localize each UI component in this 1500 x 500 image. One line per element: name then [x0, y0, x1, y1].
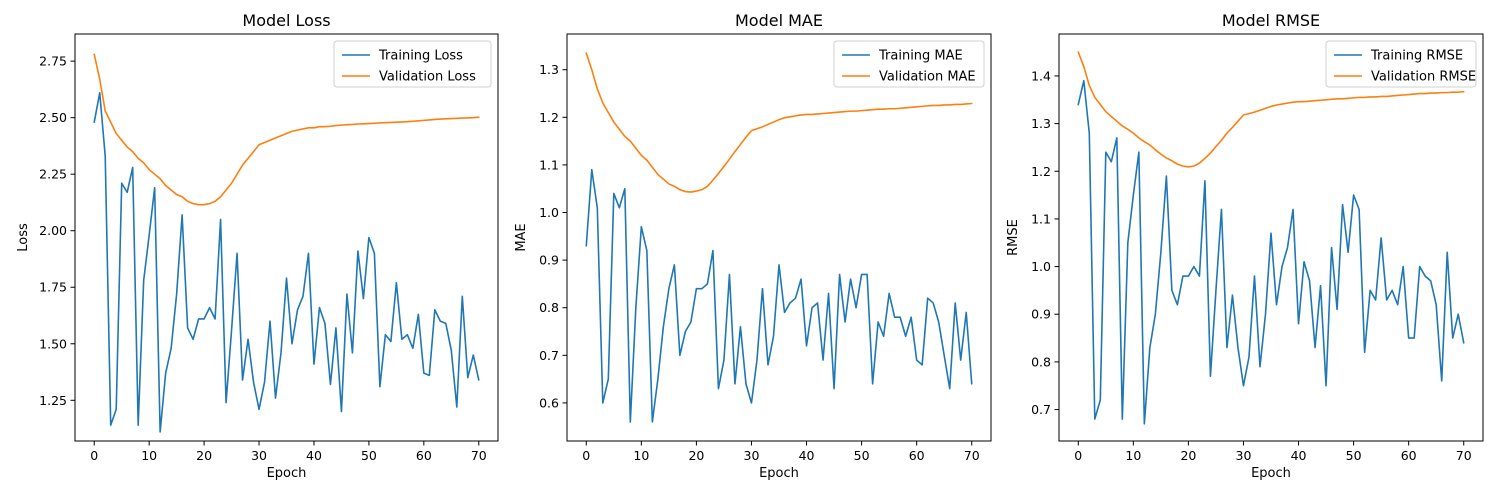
x-tick-label: 10 [633, 448, 649, 463]
y-tick-label: 0.9 [1031, 307, 1051, 322]
y-tick-label: 1.25 [39, 393, 67, 408]
legend-box [833, 40, 985, 88]
chart-mae: Model MAE 0 10 20 30 40 50 60 70 0.6 0.7 0.8 0.9 1.0 1… [514, 11, 992, 481]
x-axis-label: Epoch [1251, 466, 1291, 481]
validation-rmse-line [1077, 51, 1465, 168]
y-axis-label: Loss [16, 223, 31, 252]
x-tick-label: 50 [854, 448, 870, 463]
x-tick-label: 50 [361, 448, 377, 463]
y-tick-label: 1.3 [1031, 116, 1051, 131]
legend-box [333, 40, 492, 88]
y-tick-label: 1.3 [539, 62, 559, 77]
y-tick-label: 1.2 [539, 110, 559, 125]
legend-label: Validation RMSE [1371, 70, 1476, 85]
x-axis-label: Epoch [759, 466, 799, 481]
legend-label: Training RMSE [1370, 49, 1463, 64]
y-tick-label: 1.1 [539, 157, 559, 172]
legend-label: Training Loss [378, 49, 463, 64]
y-tick-label: 0.7 [1031, 402, 1051, 417]
x-axis-label: Epoch [267, 466, 307, 481]
x-tick-label: 0 [582, 448, 590, 463]
legend-label: Validation MAE [879, 70, 976, 85]
x-tick-label: 70 [964, 448, 980, 463]
y-tick-label: 1.75 [39, 280, 67, 295]
y-tick-label: 1.50 [39, 336, 67, 351]
plot-frame [1058, 33, 1484, 442]
y-tick-label: 1.1 [1031, 211, 1051, 226]
y-tick-label: 1.0 [1031, 259, 1051, 274]
y-tick-label: 0.8 [1031, 354, 1051, 369]
x-tick-label: 20 [196, 448, 212, 463]
validation-mae-line [585, 52, 973, 193]
y-axis-label: MAE [514, 223, 529, 251]
x-tick-label: 30 [251, 448, 267, 463]
y-tick-label: 1.0 [539, 205, 559, 220]
y-tick-label: 0.8 [539, 300, 559, 315]
x-tick-label: 30 [1236, 448, 1252, 463]
legend: Training RMSE Validation RMSE [1325, 40, 1477, 88]
x-tick-label: 10 [1125, 448, 1141, 463]
x-tick-label: 20 [688, 448, 704, 463]
x-tick-label: 70 [471, 448, 487, 463]
legend-label: Validation Loss [379, 70, 476, 85]
x-tick-label: 50 [1346, 448, 1362, 463]
plot-frame [74, 33, 499, 442]
y-tick-label: 2.25 [39, 167, 67, 182]
x-tick-label: 60 [416, 448, 432, 463]
plot-frame [566, 33, 992, 442]
x-tick-label: 60 [1401, 448, 1417, 463]
training-loss-line [93, 91, 480, 433]
x-tick-label: 40 [1291, 448, 1307, 463]
y-tick-label: 2.75 [39, 54, 67, 69]
y-tick-label: 0.6 [539, 395, 559, 410]
chart-rmse: Model RMSE 0 10 20 30 40 50 60 70 0.7 0.8 0.9 1.0 1.1… [1006, 11, 1484, 481]
legend: Training MAE Validation MAE [833, 40, 985, 88]
y-tick-label: 0.7 [539, 348, 559, 363]
y-tick-label: 2.50 [39, 110, 67, 125]
chart-title: Model RMSE [1222, 11, 1320, 30]
x-tick-label: 20 [1180, 448, 1196, 463]
x-tick-label: 30 [744, 448, 760, 463]
x-tick-label: 40 [799, 448, 815, 463]
chart-title: Model MAE [735, 11, 823, 30]
training-mae-line [585, 168, 973, 423]
legend: Training Loss Validation Loss [333, 40, 492, 88]
training-rmse-line [1077, 79, 1465, 425]
y-tick-label: 0.9 [539, 253, 559, 268]
x-tick-label: 0 [1074, 448, 1082, 463]
y-axis-label: RMSE [1006, 219, 1021, 256]
legend-box [1325, 40, 1477, 88]
y-tick-label: 1.4 [1031, 68, 1051, 83]
validation-loss-line [93, 53, 480, 206]
x-tick-label: 40 [306, 448, 322, 463]
x-tick-label: 10 [141, 448, 157, 463]
x-tick-label: 70 [1456, 448, 1472, 463]
chart-title: Model Loss [242, 11, 330, 30]
x-tick-label: 60 [909, 448, 925, 463]
y-tick-label: 1.2 [1031, 164, 1051, 179]
x-tick-label: 0 [90, 448, 98, 463]
chart-loss: Model Loss 0 10 20 30 40 50 60 70 1.25 1.50 1.75 2.0… [16, 11, 499, 481]
legend-label: Training MAE [878, 49, 963, 64]
y-tick-label: 2.00 [39, 223, 67, 238]
